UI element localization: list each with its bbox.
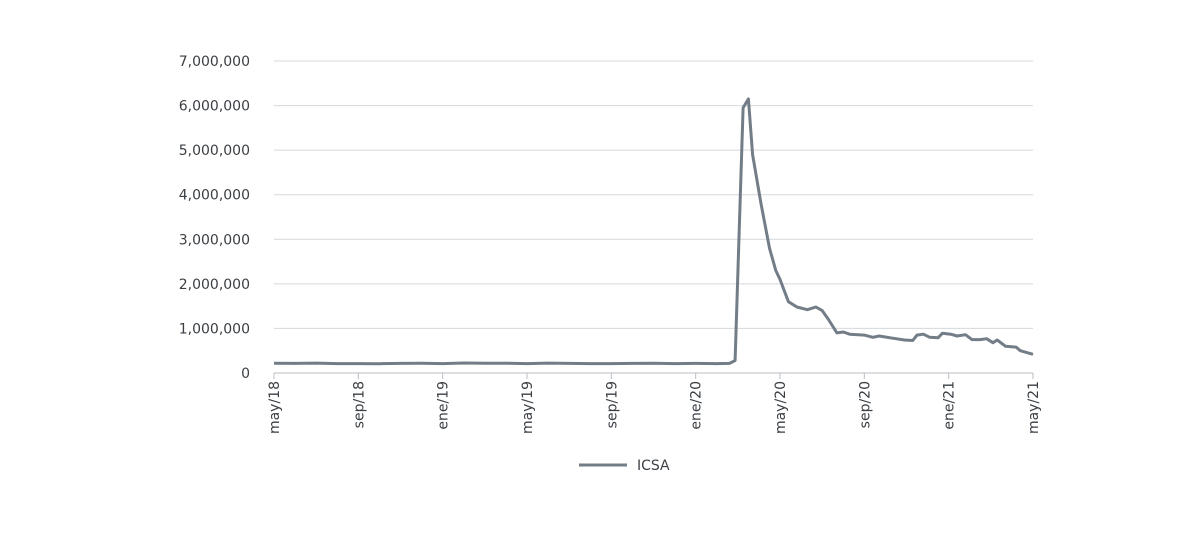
x-tick-label: ene/19 bbox=[436, 381, 452, 430]
y-tick-label: 7,000,000 bbox=[179, 54, 250, 70]
y-tick-label: 3,000,000 bbox=[179, 232, 250, 248]
x-tick-label: sep/20 bbox=[857, 381, 873, 428]
x-tick-label: ene/20 bbox=[689, 381, 705, 430]
x-tick-label: may/19 bbox=[520, 381, 536, 434]
y-tick-label: 5,000,000 bbox=[179, 143, 250, 159]
legend-label: ICSA bbox=[637, 458, 670, 474]
y-tick-label: 6,000,000 bbox=[179, 99, 250, 115]
x-tick-label: may/20 bbox=[773, 381, 789, 434]
data-line bbox=[273, 97, 1034, 366]
x-tick-label: sep/18 bbox=[351, 381, 367, 428]
y-tick-label: 0 bbox=[241, 366, 250, 382]
y-tick-label: 1,000,000 bbox=[179, 321, 250, 337]
y-tick-label: 4,000,000 bbox=[179, 188, 250, 204]
x-tick-label: sep/19 bbox=[604, 381, 620, 428]
x-tick-label: may/21 bbox=[1026, 381, 1042, 434]
x-tick-label: may/18 bbox=[267, 381, 283, 434]
x-tick-label: ene/21 bbox=[942, 381, 958, 430]
y-tick-label: 2,000,000 bbox=[179, 277, 250, 293]
